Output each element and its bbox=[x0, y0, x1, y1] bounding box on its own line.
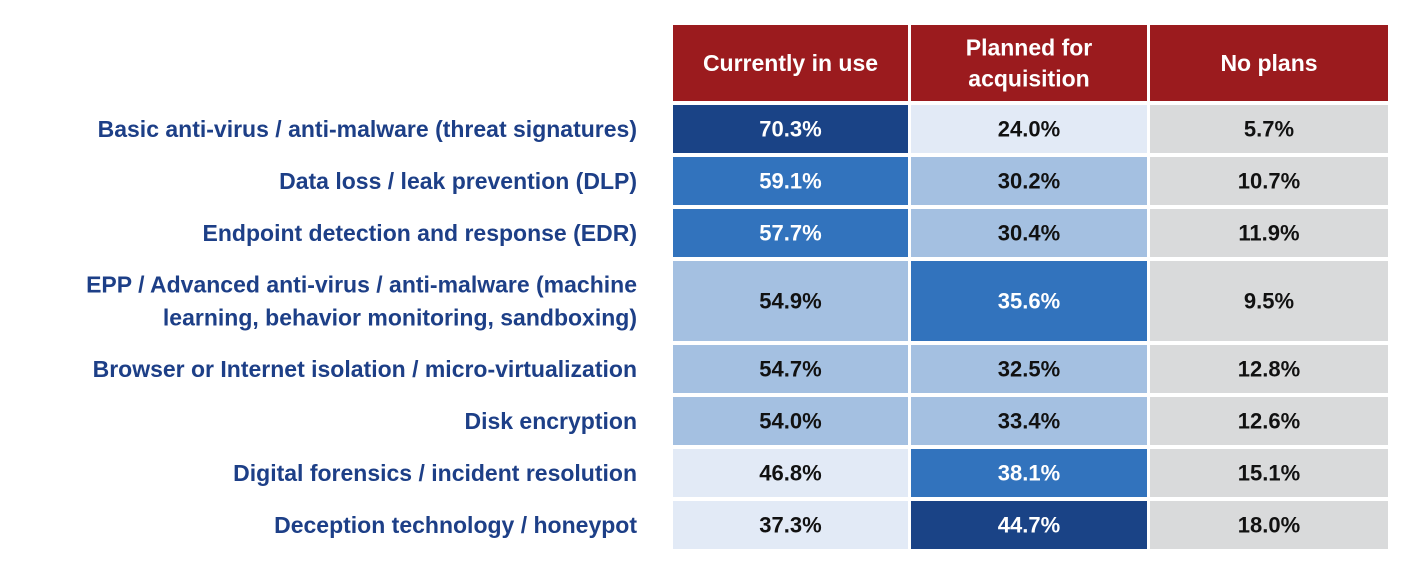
heatmap-cell bbox=[673, 209, 908, 257]
cell-value-label: 44.7% bbox=[998, 513, 1060, 538]
cell-value-label: 54.7% bbox=[759, 357, 821, 382]
heatmap-cell bbox=[911, 157, 1147, 205]
heatmap-cell bbox=[673, 501, 908, 549]
heatmap-cell bbox=[673, 105, 908, 153]
row-label: Digital forensics / incident resolution bbox=[233, 460, 637, 486]
row-label: Data loss / leak prevention (DLP) bbox=[279, 168, 637, 194]
cell-value-label: 5.7% bbox=[1244, 117, 1294, 142]
cell-value-label: 33.4% bbox=[998, 409, 1060, 434]
cell-value-label: 38.1% bbox=[998, 461, 1060, 486]
cell-value-label: 35.6% bbox=[998, 289, 1060, 314]
heatmap-cell bbox=[911, 345, 1147, 393]
column-header-label: No plans bbox=[1220, 50, 1317, 76]
row-label: learning, behavior monitoring, sandboxin… bbox=[163, 305, 637, 331]
cell-value-label: 32.5% bbox=[998, 357, 1060, 382]
cell-value-label: 30.2% bbox=[998, 169, 1060, 194]
column-header-label: Planned for bbox=[966, 35, 1093, 61]
row-label: Endpoint detection and response (EDR) bbox=[203, 220, 637, 246]
cell-value-label: 10.7% bbox=[1238, 169, 1300, 194]
cell-value-label: 37.3% bbox=[759, 513, 821, 538]
column-header-label: Currently in use bbox=[703, 50, 878, 76]
heatmap-cell bbox=[911, 209, 1147, 257]
cell-value-label: 46.8% bbox=[759, 461, 821, 486]
cell-value-label: 15.1% bbox=[1238, 461, 1300, 486]
heatmap-cell bbox=[673, 449, 908, 497]
heatmap-cell bbox=[1150, 157, 1388, 205]
heatmap-cell bbox=[673, 261, 908, 341]
heatmap-cell bbox=[1150, 105, 1388, 153]
heatmap-cell bbox=[911, 501, 1147, 549]
heatmap-cell bbox=[911, 449, 1147, 497]
cell-value-label: 11.9% bbox=[1238, 221, 1299, 246]
heatmap-cell bbox=[673, 397, 908, 445]
heatmap-cell bbox=[673, 345, 908, 393]
cell-value-label: 12.8% bbox=[1238, 357, 1300, 382]
cell-value-label: 54.9% bbox=[759, 289, 821, 314]
row-label: Browser or Internet isolation / micro-vi… bbox=[93, 356, 637, 382]
column-header-label: acquisition bbox=[968, 66, 1089, 92]
heatmap-cell bbox=[911, 105, 1147, 153]
cell-value-label: 24.0% bbox=[998, 117, 1060, 142]
heatmap-cell bbox=[1150, 397, 1388, 445]
column-header-bg bbox=[1150, 25, 1388, 101]
heatmap-cell bbox=[1150, 449, 1388, 497]
cell-value-label: 12.6% bbox=[1238, 409, 1300, 434]
heatmap-cell bbox=[911, 397, 1147, 445]
row-label: Deception technology / honeypot bbox=[274, 512, 637, 538]
cell-value-label: 18.0% bbox=[1238, 513, 1300, 538]
column-header-bg bbox=[911, 25, 1147, 101]
column-header-bg bbox=[673, 25, 908, 101]
cell-value-label: 57.7% bbox=[759, 221, 821, 246]
heatmap-cell bbox=[1150, 209, 1388, 257]
heatmap-cell bbox=[1150, 261, 1388, 341]
heatmap-cell bbox=[1150, 345, 1388, 393]
row-label: Basic anti-virus / anti-malware (threat … bbox=[98, 116, 637, 142]
row-label: Disk encryption bbox=[464, 408, 637, 434]
cell-value-label: 30.4% bbox=[998, 221, 1060, 246]
cell-value-label: 54.0% bbox=[759, 409, 821, 434]
cell-value-label: 9.5% bbox=[1244, 289, 1294, 314]
heatmap-cell bbox=[911, 261, 1147, 341]
row-label: EPP / Advanced anti-virus / anti-malware… bbox=[86, 272, 637, 298]
cell-value-label: 59.1% bbox=[759, 169, 821, 194]
heatmap-cell bbox=[673, 157, 908, 205]
heatmap-cell bbox=[1150, 501, 1388, 549]
cell-value-label: 70.3% bbox=[759, 117, 821, 142]
